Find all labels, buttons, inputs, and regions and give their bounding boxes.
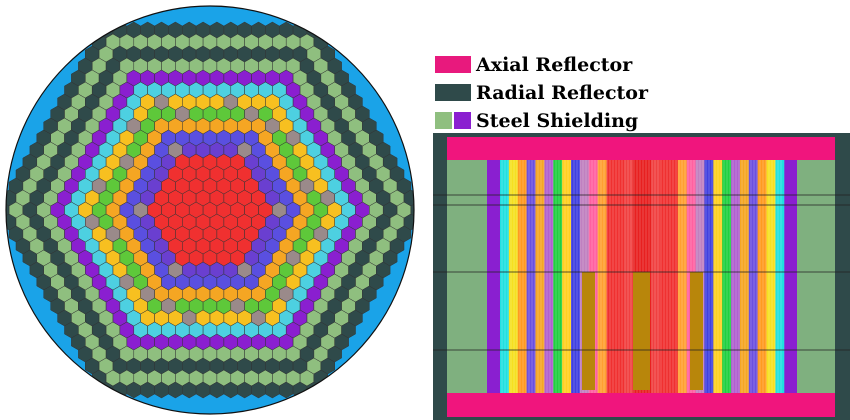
legend-swatch xyxy=(435,84,471,101)
fuel-stripe xyxy=(535,160,545,393)
fuel-stripe xyxy=(571,160,581,393)
legend-swatch xyxy=(454,112,471,129)
fuel-stripe xyxy=(668,160,678,393)
fuel-stripe xyxy=(500,160,510,393)
control-rod xyxy=(582,272,595,390)
axial-cross-section xyxy=(433,133,850,420)
steel-shield xyxy=(797,160,835,393)
steel-shield xyxy=(784,160,797,393)
axial-reflector xyxy=(447,137,835,160)
fuel-stripe xyxy=(562,160,572,393)
fuel-stripe xyxy=(704,160,714,393)
assembly xyxy=(410,201,414,219)
steel-shield xyxy=(447,160,487,393)
fuel-stripe xyxy=(606,160,616,393)
fuel-stripe xyxy=(544,160,554,393)
fuel-stripe xyxy=(730,160,740,393)
fuel-stripe xyxy=(766,160,776,393)
legend-swatch xyxy=(435,56,471,73)
fuel-stripe xyxy=(713,160,723,393)
assembly xyxy=(403,189,414,207)
core-cross-section xyxy=(6,6,414,414)
fuel-stripe xyxy=(721,160,732,393)
fuel-stripe xyxy=(748,160,758,393)
fuel-stripe xyxy=(739,160,749,393)
fuel-stripe xyxy=(757,160,767,393)
legend-label: Radial Reflector xyxy=(476,82,649,104)
fuel-stripe xyxy=(526,160,536,393)
fuel-stripe xyxy=(508,160,519,393)
fuel-stripe xyxy=(553,160,563,393)
control-rod xyxy=(690,272,703,390)
axial-reflector xyxy=(447,393,835,417)
fuel-stripe xyxy=(615,160,625,393)
fuel-stripe xyxy=(677,160,687,393)
legend-label: Axial Reflector xyxy=(475,54,633,76)
steel-shield xyxy=(487,160,500,393)
fuel-stripe xyxy=(624,160,634,393)
control-rod xyxy=(633,272,650,390)
core-outline xyxy=(5,5,415,415)
fuel-stripe xyxy=(650,160,661,393)
fuel-stripe xyxy=(775,160,785,393)
legend-label: Steel Shielding xyxy=(476,110,638,132)
fuel-stripe xyxy=(659,160,669,393)
fuel-stripe xyxy=(597,160,607,393)
fuel-stripe xyxy=(517,160,527,393)
legend-swatch xyxy=(435,112,452,129)
